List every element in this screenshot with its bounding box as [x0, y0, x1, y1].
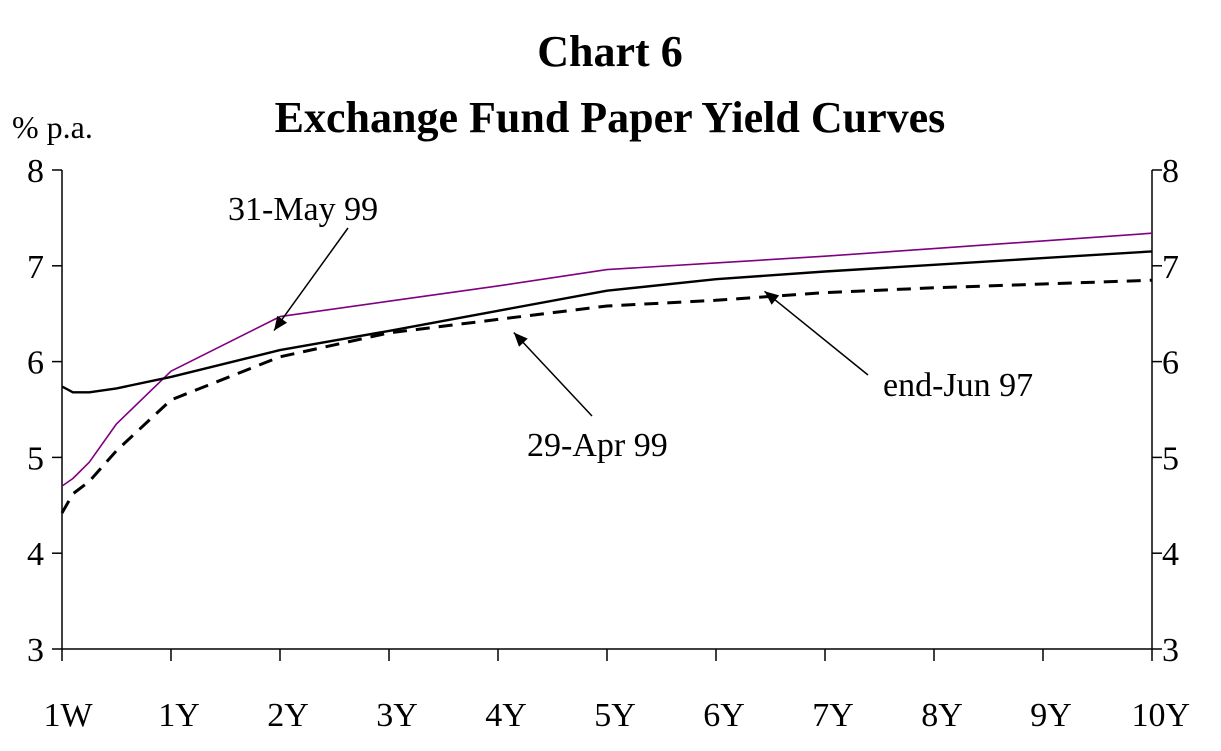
annotation-arrowhead-end-jun-97	[764, 291, 780, 305]
y-tick-label-left: 4	[27, 536, 44, 573]
chart-subtitle: Exchange Fund Paper Yield Curves	[275, 93, 946, 142]
x-tick-label: 9Y	[1030, 697, 1072, 734]
x-tick-label: 2Y	[267, 697, 309, 734]
series-line-29-apr-99	[60, 278, 1153, 514]
y-tick-label-left: 8	[27, 153, 44, 190]
x-tick-label: 6Y	[703, 697, 745, 734]
annotation-arrow-29-apr-99	[513, 331, 593, 417]
annotation-label-end-jun-97: end-Jun 97	[883, 367, 1033, 404]
y-axis-unit-label: % p.a.	[12, 109, 93, 145]
annotation-layer: 31-May 99 end-Jun 97 29-Apr 99	[228, 191, 1033, 464]
x-tick-label: 8Y	[921, 697, 963, 734]
x-tick-label: 3Y	[376, 697, 418, 734]
x-tick-label: 4Y	[485, 697, 527, 734]
x-tick-label: 7Y	[812, 697, 854, 734]
x-tick-label: 5Y	[594, 697, 636, 734]
y-tick-label-left: 7	[27, 249, 44, 286]
axes: 3 3 4 4 5 5 6 6 7 7 8 8 1W 1Y 2Y 3Y 4Y 5Y 6Y 7Y 8Y 9Y 10Y	[27, 153, 1190, 734]
y-tick-label-right: 7	[1162, 249, 1179, 286]
series-line-31-may-99	[61, 232, 1153, 487]
series-line-end-jun-97	[61, 250, 1153, 394]
chart-title: Chart 6	[537, 27, 682, 76]
annotation-arrowhead-31-may-99	[274, 315, 288, 331]
x-tick-label: 10Y	[1131, 697, 1190, 734]
annotation-arrow-31-may-99	[273, 227, 349, 332]
y-tick-label-right: 8	[1162, 153, 1179, 190]
annotation-label-29-apr-99: 29-Apr 99	[527, 427, 668, 464]
y-tick-label-right: 4	[1162, 536, 1179, 573]
y-tick-label-left: 5	[27, 440, 44, 477]
x-tick-label: 1W	[43, 697, 93, 734]
series-layer	[60, 232, 1153, 514]
annotation-label-31-may-99: 31-May 99	[228, 191, 378, 228]
y-tick-label-left: 3	[27, 632, 44, 669]
y-tick-label-left: 6	[27, 345, 44, 382]
y-tick-label-right: 6	[1162, 345, 1179, 382]
annotation-arrow-end-jun-97	[764, 290, 869, 376]
annotation-arrowhead-29-apr-99	[513, 332, 528, 347]
y-tick-label-right: 3	[1162, 632, 1179, 669]
x-tick-label: 1Y	[158, 697, 200, 734]
y-tick-label-right: 5	[1162, 440, 1179, 477]
